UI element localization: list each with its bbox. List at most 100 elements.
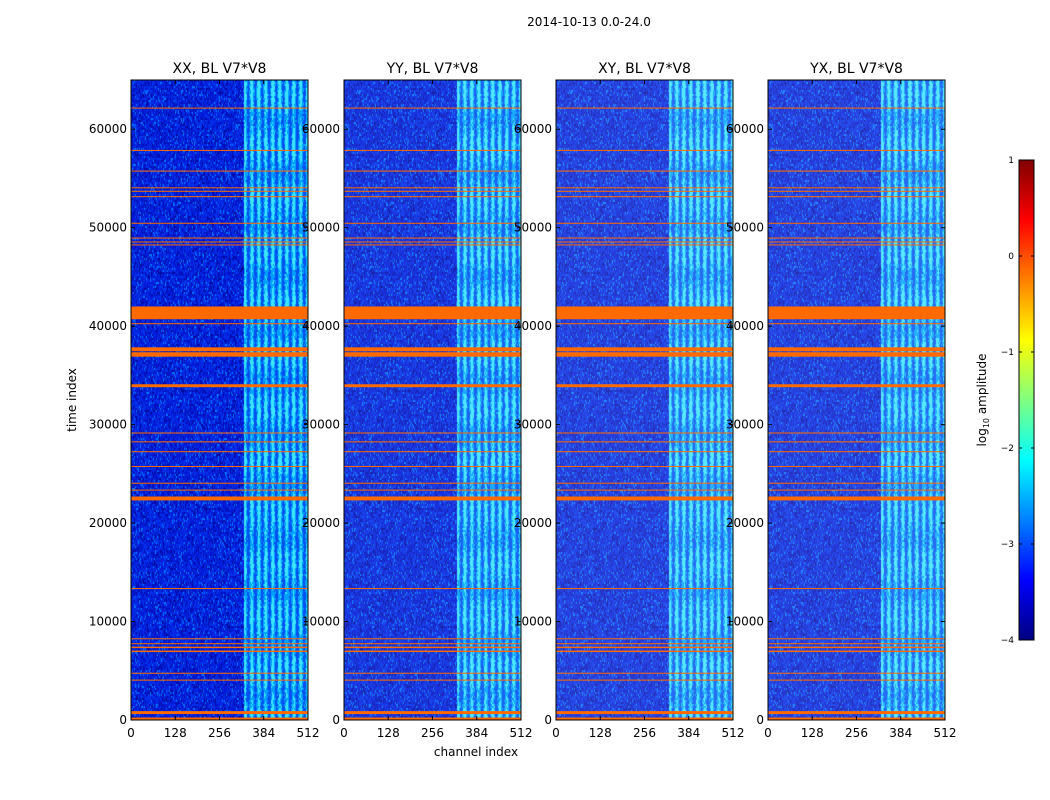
flagged-row (556, 241, 733, 243)
flagged-row (344, 711, 521, 715)
flagged-row (768, 451, 945, 453)
flagged-row (556, 441, 733, 443)
flagged-row (344, 241, 521, 243)
y-tick-label: 60000 (514, 122, 552, 136)
flagged-row (344, 347, 521, 352)
colorbar-tick-label: 0 (1008, 252, 1014, 262)
x-tick-label: 512 (297, 726, 320, 740)
flagged-row (131, 149, 308, 151)
flagged-row (344, 643, 521, 645)
x-tick-label: 384 (252, 726, 275, 740)
flagged-row (556, 306, 733, 320)
y-tick-label: 60000 (89, 122, 127, 136)
flagged-row (768, 588, 945, 590)
flagged-row (344, 384, 521, 388)
flagged-row (768, 672, 945, 674)
flagged-row (768, 241, 945, 243)
y-tick-label: 60000 (302, 122, 340, 136)
flagged-row (556, 347, 733, 352)
x-tick-label: 384 (677, 726, 700, 740)
flagged-row (556, 650, 733, 653)
flagged-row (131, 241, 308, 243)
flagged-row (768, 107, 945, 109)
flagged-row (344, 196, 521, 198)
x-tick-label: 256 (421, 726, 444, 740)
flagged-row (768, 643, 945, 645)
flagged-row (131, 323, 308, 325)
flagged-row (344, 588, 521, 590)
flagged-row (344, 107, 521, 109)
flagged-row (131, 384, 308, 388)
panel-title: YY, BL V7*V8 (386, 61, 479, 77)
flagged-row (556, 432, 733, 434)
y-tick-label: 40000 (726, 319, 764, 333)
flagged-row (344, 352, 521, 357)
flagged-row (556, 711, 733, 715)
flagged-row (131, 306, 308, 320)
flagged-row (131, 496, 308, 501)
flagged-row (768, 465, 945, 467)
figure-title: 2014-10-13 0.0-24.0 (527, 15, 651, 29)
heatmap-image (768, 80, 945, 720)
flagged-row (768, 170, 945, 172)
flagged-row (344, 465, 521, 467)
colorbar-tick-label: 1 (1008, 156, 1014, 166)
flagged-row (556, 643, 733, 645)
y-tick-label: 50000 (514, 221, 552, 235)
flagged-row (768, 711, 945, 715)
flagged-row (556, 187, 733, 189)
x-tick-label: 256 (208, 726, 231, 740)
y-tick-label: 50000 (302, 221, 340, 235)
y-tick-label: 10000 (726, 615, 764, 629)
x-tick-label: 0 (340, 726, 348, 740)
flagged-row (556, 646, 733, 649)
flagged-row (344, 679, 521, 681)
flagged-row (556, 384, 733, 388)
flagged-row (556, 107, 733, 109)
flagged-row (556, 588, 733, 590)
flagged-row (344, 432, 521, 434)
colorbar-tick-label: −4 (1001, 636, 1015, 646)
flagged-row (344, 650, 521, 653)
y-tick-label: 30000 (726, 418, 764, 432)
x-tick-label: 128 (801, 726, 824, 740)
y-tick-label: 50000 (726, 221, 764, 235)
y-tick-label: 60000 (726, 122, 764, 136)
flagged-row (556, 679, 733, 681)
flagged-row (131, 170, 308, 172)
flagged-row (556, 451, 733, 453)
flagged-row (344, 489, 521, 491)
x-tick-label: 256 (845, 726, 868, 740)
flagged-row (344, 451, 521, 453)
flagged-row (768, 432, 945, 434)
colorbar-ticks: 1 0 −1 −2 −3 −4 (1001, 156, 1034, 646)
colorbar-tick-label: −3 (1001, 540, 1014, 550)
x-tick-label: 384 (465, 726, 488, 740)
flagged-row (131, 107, 308, 109)
flagged-row (768, 638, 945, 640)
heatmap-image (344, 80, 521, 720)
y-tick-label: 0 (544, 713, 552, 727)
colorbar-tick-label: −2 (1001, 444, 1014, 454)
flagged-row (131, 432, 308, 434)
flagged-row (556, 244, 733, 246)
panel-title: XY, BL V7*V8 (598, 61, 691, 77)
panel-2: XY, BL V7*V8 0 128 256 384 512 0 10000 20000 3000… (514, 61, 745, 740)
flagged-row (344, 323, 521, 325)
flagged-row (768, 496, 945, 501)
flagged-row (556, 149, 733, 151)
flagged-row (768, 306, 945, 320)
heatmap-image (556, 80, 733, 720)
panel-1: YY, BL V7*V8 0 128 256 384 512 0 10000 20000 3000… (302, 61, 533, 740)
flagged-row (131, 646, 308, 649)
y-tick-label: 0 (332, 713, 340, 727)
flagged-row (556, 190, 733, 192)
flagged-row (556, 489, 733, 491)
flagged-row (344, 190, 521, 192)
flagged-row (131, 352, 308, 357)
flagged-row (768, 650, 945, 653)
flagged-row (556, 170, 733, 172)
flagged-row (768, 482, 945, 484)
panel-3: YX, BL V7*V8 0 128 256 384 512 0 10000 20000 3000… (726, 61, 957, 740)
flagged-row (131, 465, 308, 467)
